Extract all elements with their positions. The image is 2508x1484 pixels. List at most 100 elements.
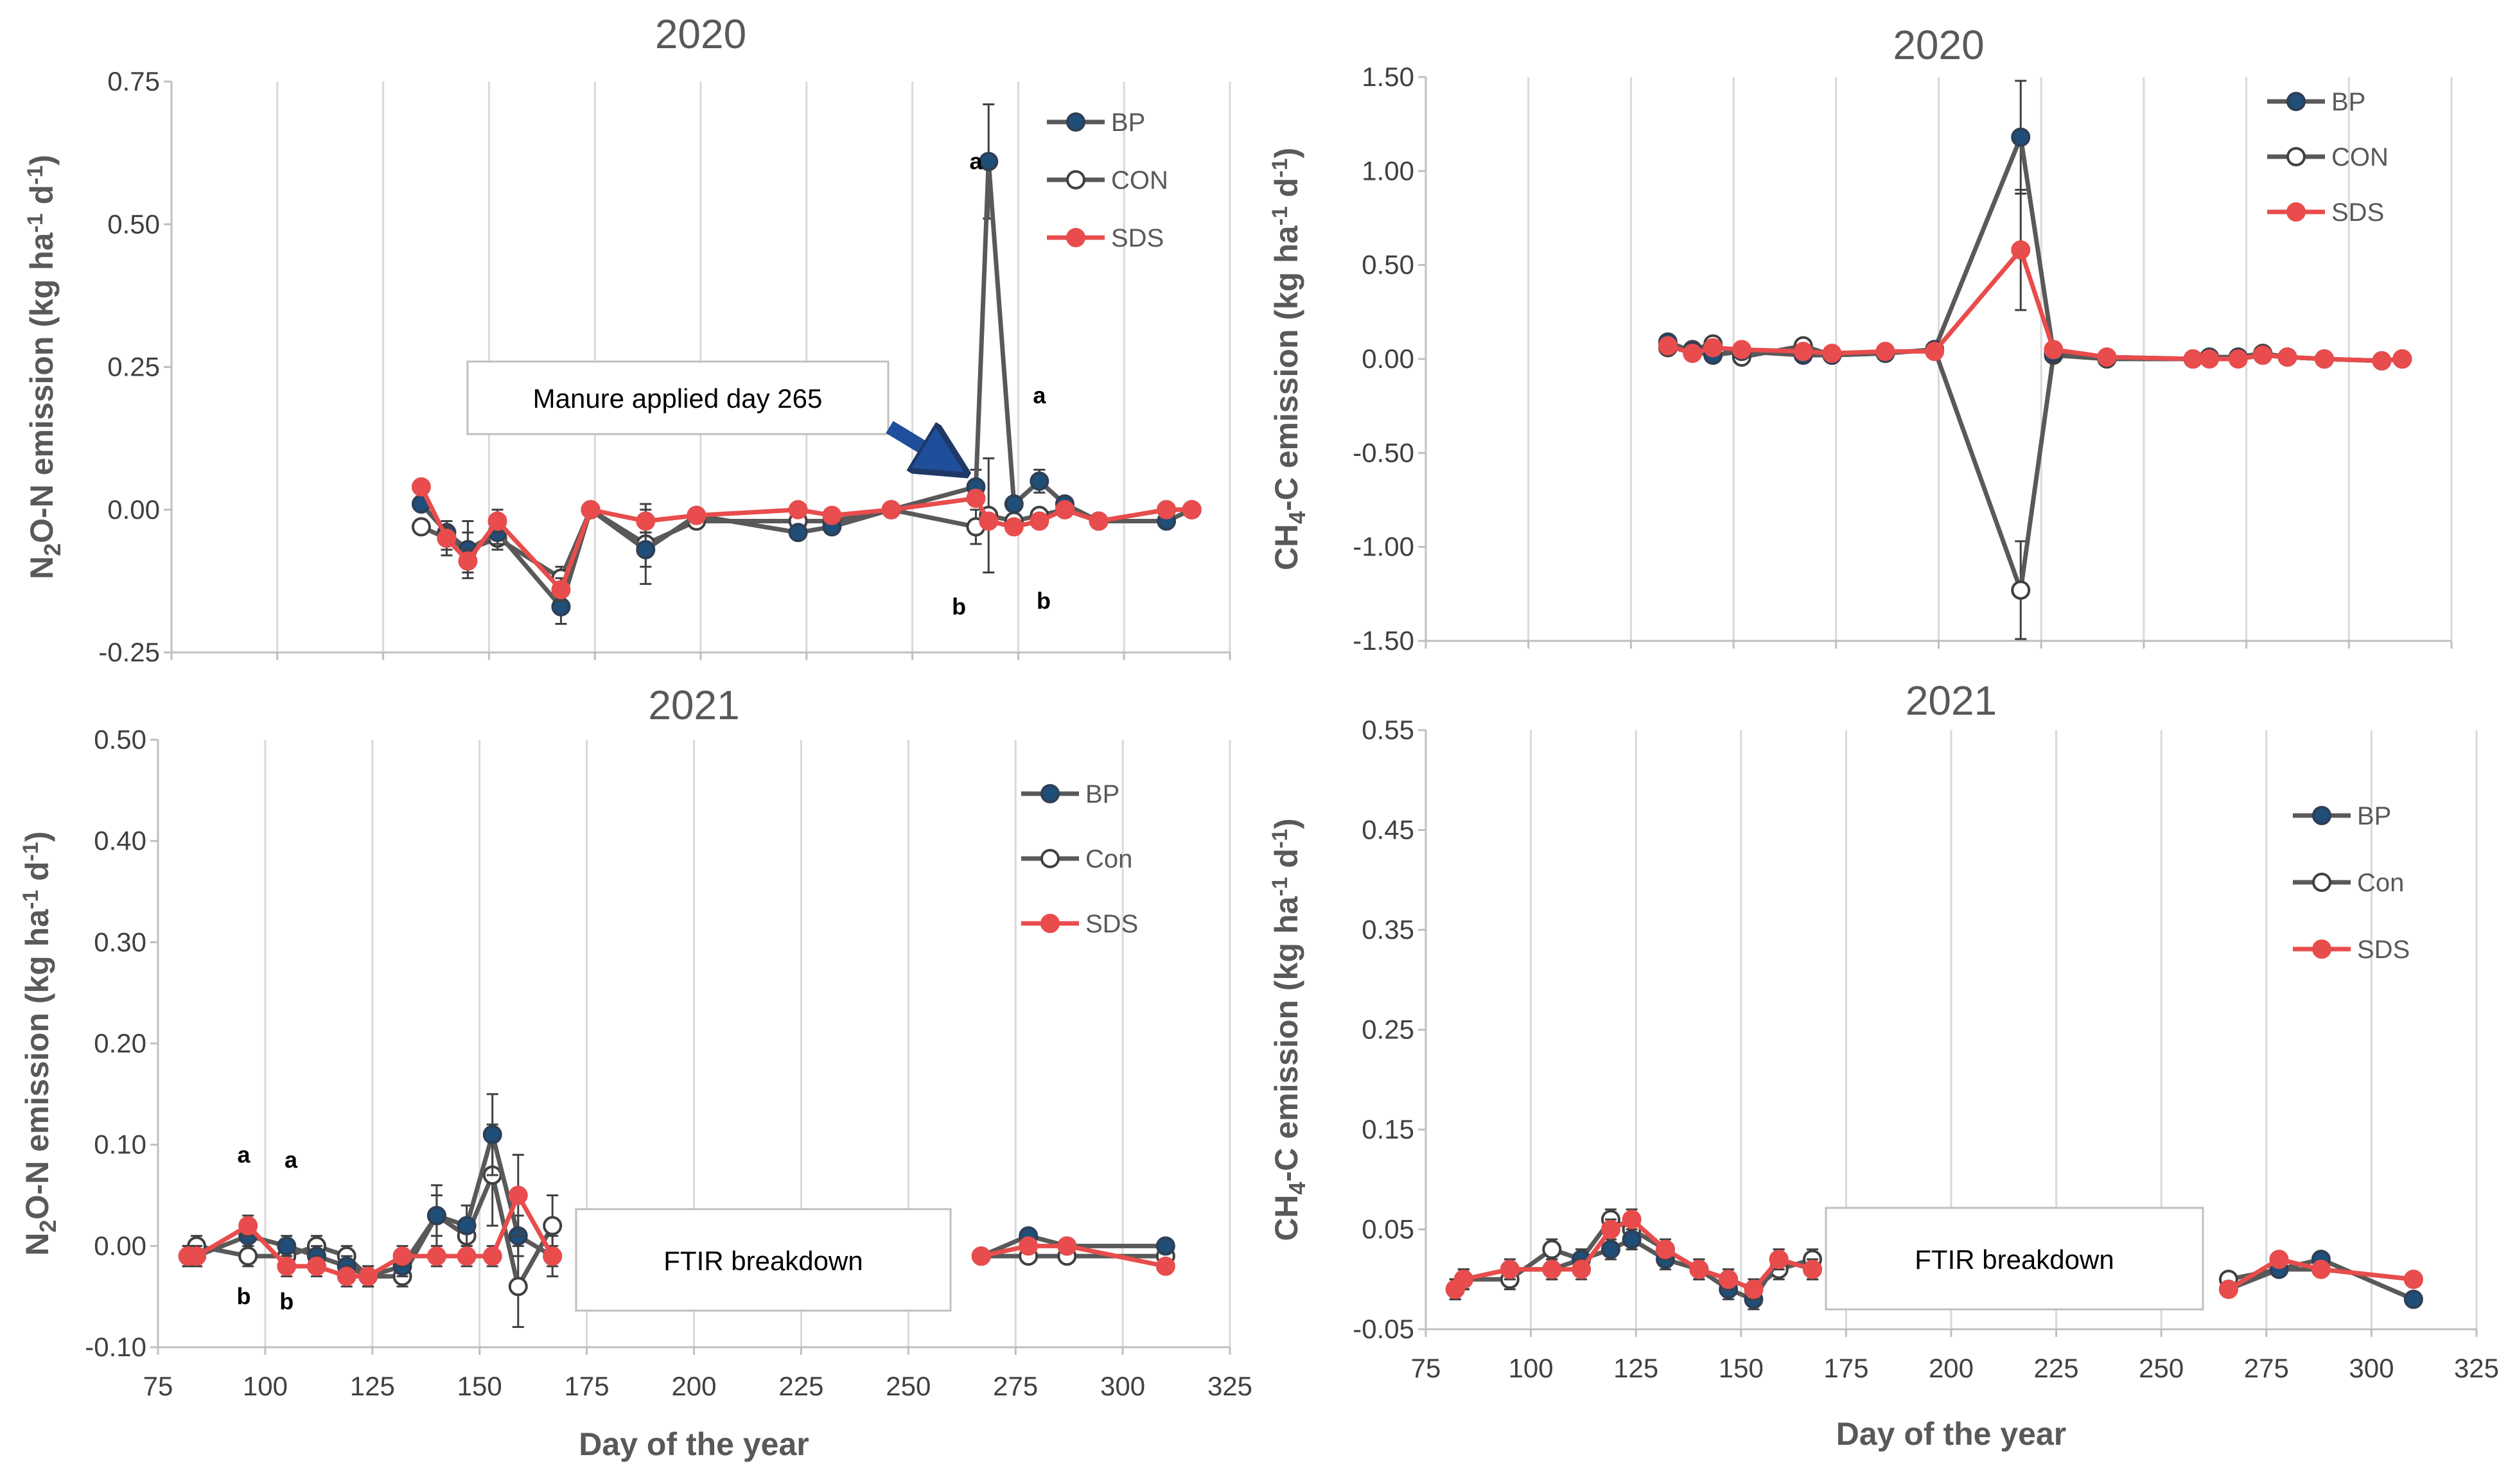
series-bp bbox=[2218, 1250, 2423, 1309]
legend-item-bp: BP bbox=[2267, 88, 2365, 116]
legend-item-bp: BP bbox=[1021, 780, 1119, 808]
legend-label: BP bbox=[1085, 780, 1119, 808]
data-point bbox=[1744, 1279, 1764, 1299]
legend-label: BP bbox=[1111, 109, 1145, 137]
significance-letter: b bbox=[952, 593, 966, 620]
data-point bbox=[411, 477, 431, 497]
legend-swatch-marker bbox=[1066, 112, 1085, 132]
data-point bbox=[581, 500, 601, 519]
panel-ch4-2021: -0.05 0.05 0.15 0.25 0.35 0.45 0.55 75 100 125 150… bbox=[1268, 677, 2499, 1452]
legend-label: CON bbox=[2331, 143, 2389, 171]
significance-letter: b bbox=[279, 1288, 294, 1314]
data-point bbox=[2097, 347, 2117, 367]
manure-callout: Manure applied day 265 bbox=[466, 360, 960, 470]
data-point bbox=[487, 511, 507, 531]
data-point bbox=[971, 1246, 991, 1266]
panel-n2o-2020: -0.25 0.00 0.25 0.50 0.75 2020 N2O-N emission … bbox=[23, 11, 1231, 667]
data-point bbox=[1600, 1219, 1620, 1239]
legend-item-bp: BP bbox=[2293, 802, 2391, 830]
data-point bbox=[482, 1246, 502, 1266]
data-point bbox=[358, 1266, 378, 1286]
data-point bbox=[2392, 349, 2412, 369]
x-tick-label: 75 bbox=[1411, 1353, 1441, 1383]
significance-letter: a bbox=[285, 1146, 298, 1173]
ftir-breakdown-box: FTIR breakdown bbox=[1825, 1207, 2204, 1311]
y-tick-label: 1.00 bbox=[1362, 155, 1414, 186]
legend-label: BP bbox=[2357, 802, 2391, 830]
y-tick-label: -0.10 bbox=[85, 1332, 146, 1362]
data-point bbox=[1055, 500, 1074, 519]
panels: -0.25 0.00 0.25 0.50 0.75 2020 N2O-N emission … bbox=[19, 11, 2499, 1462]
x-tick-label: 225 bbox=[778, 1371, 823, 1401]
data-point bbox=[1157, 500, 1177, 519]
series-line bbox=[1667, 135, 2403, 363]
data-point bbox=[979, 511, 999, 531]
data-point bbox=[187, 1246, 207, 1266]
data-point bbox=[1155, 1256, 1175, 1276]
data-point bbox=[2314, 349, 2334, 369]
data-point bbox=[2044, 340, 2064, 360]
y-tick-label: 0.10 bbox=[94, 1130, 146, 1160]
x-tick-label: 75 bbox=[143, 1371, 173, 1401]
legend-swatch-marker bbox=[2312, 939, 2331, 959]
data-point bbox=[1769, 1250, 1789, 1270]
y-tick-label: -0.25 bbox=[98, 637, 160, 667]
data-point bbox=[426, 1246, 446, 1266]
data-point bbox=[1822, 344, 1842, 363]
data-point bbox=[1030, 471, 1049, 491]
data-point bbox=[881, 500, 901, 519]
series-sds bbox=[1658, 189, 2412, 371]
y-tick-label: 0.20 bbox=[94, 1028, 146, 1058]
x-tick-label: 225 bbox=[2034, 1353, 2079, 1383]
legend-swatch-marker bbox=[1040, 914, 1060, 933]
y-tick-label: 0.50 bbox=[1362, 250, 1414, 280]
y-tick-label: 0.25 bbox=[1362, 1015, 1414, 1045]
plot-title: 2021 bbox=[1906, 677, 1997, 724]
legend-item-con: CON bbox=[2267, 143, 2389, 171]
ftir-breakdown-box: FTIR breakdown bbox=[575, 1208, 952, 1312]
callout-arrow bbox=[886, 421, 960, 470]
data-point bbox=[238, 1216, 258, 1235]
series-line bbox=[980, 1234, 1166, 1259]
x-tick-label: 275 bbox=[993, 1371, 1038, 1401]
data-point bbox=[2253, 345, 2273, 365]
data-point bbox=[307, 1256, 327, 1276]
x-axis-title: Day of the year bbox=[1836, 1416, 2066, 1452]
series-line bbox=[1667, 247, 2403, 363]
x-tick-label: 300 bbox=[2349, 1353, 2394, 1383]
data-point bbox=[2269, 1250, 2289, 1270]
legend-label: BP bbox=[2331, 88, 2365, 116]
data-point bbox=[1019, 1236, 1039, 1256]
data-point bbox=[1057, 1236, 1077, 1256]
legend-label: SDS bbox=[2331, 198, 2384, 227]
x-tick-label: 200 bbox=[671, 1371, 716, 1401]
data-point bbox=[482, 1124, 502, 1144]
legend-swatch-marker bbox=[1040, 849, 1060, 868]
significance-letter: b bbox=[1037, 588, 1051, 614]
x-tick-label: 325 bbox=[2454, 1353, 2499, 1383]
y-axis-title: CH4-C emission (kg ha-1 d-1) bbox=[1268, 818, 1310, 1241]
legend-item-con: Con bbox=[2293, 869, 2404, 897]
data-point bbox=[1004, 517, 1024, 537]
data-point bbox=[1925, 342, 1945, 362]
plot-title: 2020 bbox=[1893, 22, 1984, 68]
breakdown-rect bbox=[575, 1208, 952, 1312]
legend-item-sds: SDS bbox=[2293, 936, 2410, 964]
data-point bbox=[1875, 342, 1895, 362]
y-tick-label: 0.30 bbox=[94, 927, 146, 957]
data-point bbox=[788, 523, 808, 543]
data-point bbox=[1803, 1259, 1823, 1279]
data-point bbox=[2011, 240, 2031, 260]
plot-title: 2020 bbox=[655, 11, 746, 57]
series-sds bbox=[2218, 1250, 2423, 1299]
data-point bbox=[2200, 349, 2220, 369]
data-point bbox=[1500, 1259, 1520, 1279]
data-point bbox=[277, 1256, 297, 1276]
legend-item-sds: SDS bbox=[2267, 198, 2384, 227]
data-point bbox=[636, 539, 656, 559]
legend-item-sds: SDS bbox=[1047, 224, 1164, 252]
legend-swatch-marker bbox=[1066, 228, 1085, 247]
data-point bbox=[508, 1277, 528, 1296]
x-tick-label: 200 bbox=[1929, 1353, 1974, 1383]
